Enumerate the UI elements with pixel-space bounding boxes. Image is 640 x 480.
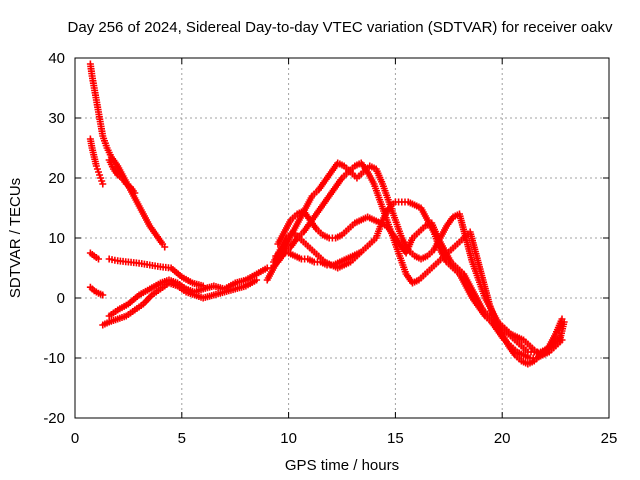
series-arc-2 bbox=[86, 135, 107, 188]
axes: 0 5 10 15 20 25 -20 -10 0 10 20 30 40 bbox=[43, 50, 617, 447]
x-tick-label: 10 bbox=[280, 430, 297, 447]
data-point bbox=[560, 318, 568, 326]
data-point bbox=[253, 276, 261, 284]
series-arc-1 bbox=[86, 60, 169, 251]
series-arc-12 bbox=[270, 198, 566, 362]
x-tick-label: 5 bbox=[178, 430, 186, 447]
series-arc-8 bbox=[105, 264, 271, 320]
series-arc-4 bbox=[86, 249, 102, 263]
x-tick-label: 25 bbox=[601, 430, 618, 447]
x-axis-label: GPS time / hours bbox=[285, 457, 399, 474]
series-arc-3 bbox=[105, 156, 139, 197]
chart-title: Day 256 of 2024, Sidereal Day-to-day VTE… bbox=[68, 19, 613, 36]
y-tick-label: 40 bbox=[48, 50, 65, 67]
data-marks bbox=[86, 60, 568, 368]
y-tick-label: 20 bbox=[48, 170, 65, 187]
data-point bbox=[355, 249, 363, 257]
data-point bbox=[558, 336, 566, 344]
series-arc-13 bbox=[272, 249, 363, 269]
y-tick-label: -10 bbox=[43, 350, 65, 367]
data-point bbox=[99, 291, 107, 299]
data-point bbox=[94, 255, 102, 263]
y-tick-label: 0 bbox=[57, 290, 65, 307]
x-tick-label: 20 bbox=[494, 430, 511, 447]
plot-frame bbox=[74, 57, 610, 419]
y-tick-label: 30 bbox=[48, 110, 65, 127]
y-axis-label: SDTVAR / TECUs bbox=[7, 178, 24, 298]
x-tick-label: 0 bbox=[71, 430, 79, 447]
data-point bbox=[131, 189, 139, 197]
series-arc-7 bbox=[99, 276, 261, 329]
y-tick-label: -20 bbox=[43, 410, 65, 427]
x-tick-label: 15 bbox=[387, 430, 404, 447]
series-arc-6 bbox=[86, 283, 107, 299]
data-point bbox=[161, 243, 169, 251]
y-tick-label: 10 bbox=[48, 230, 65, 247]
series-arc-5 bbox=[105, 255, 207, 290]
data-point bbox=[99, 180, 107, 188]
